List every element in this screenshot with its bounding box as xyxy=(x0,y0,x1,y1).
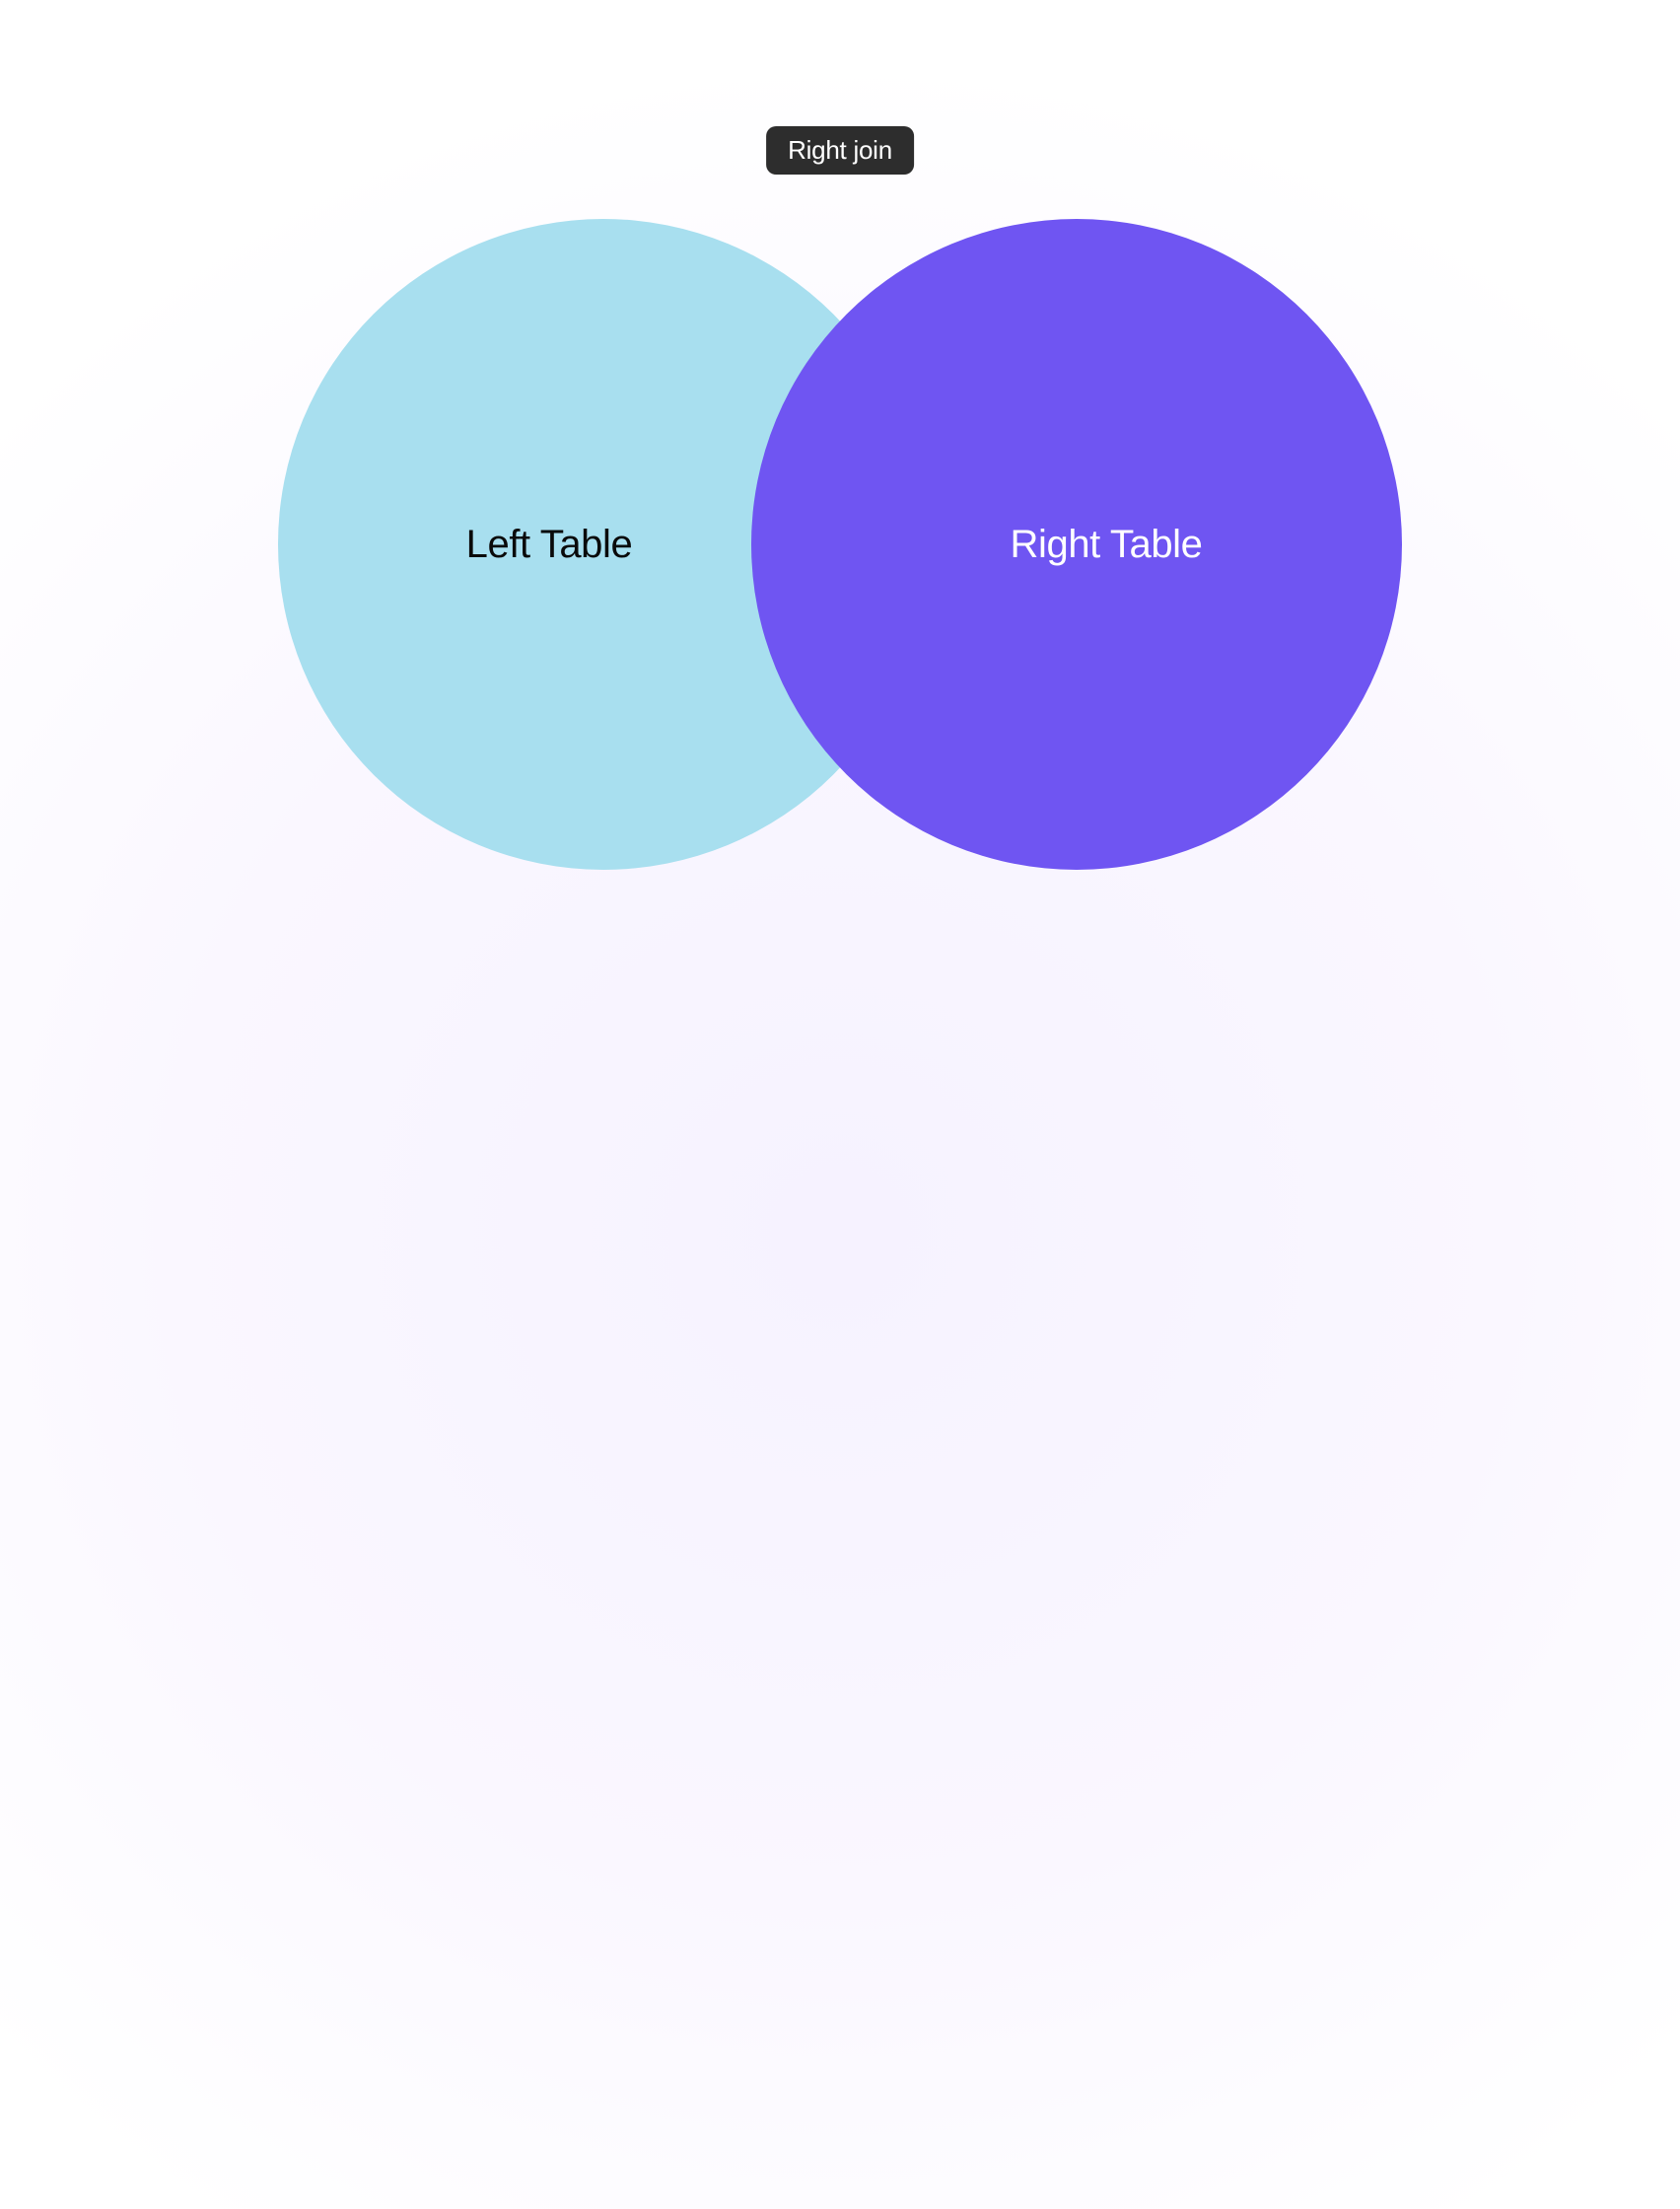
right-circle-label: Right Table xyxy=(1011,523,1203,567)
right-circle: Right Table xyxy=(751,219,1402,870)
venn-diagram: Left Table Right Table xyxy=(278,219,1402,870)
join-type-badge: Right join xyxy=(766,126,914,175)
left-circle-label: Left Table xyxy=(466,523,633,567)
badge-label: Right join xyxy=(788,135,892,165)
